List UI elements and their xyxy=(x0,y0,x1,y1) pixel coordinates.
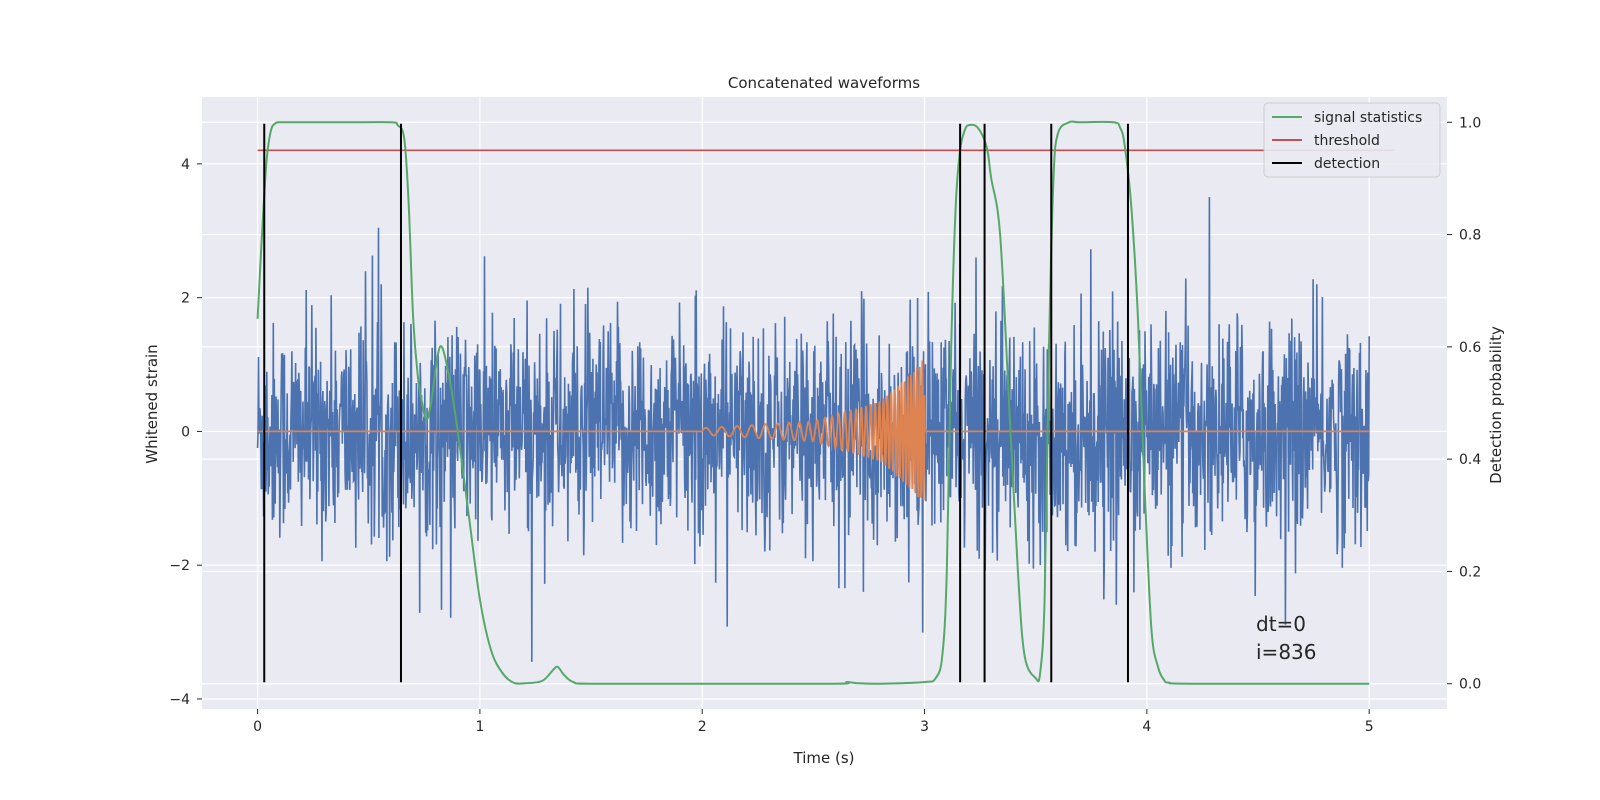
chart-title: Concatenated waveforms xyxy=(728,74,920,92)
left-y-tick-label: 2 xyxy=(181,291,190,307)
x-tick-label: 2 xyxy=(698,719,707,735)
chirp-series xyxy=(257,360,1370,501)
signal-statistics-line xyxy=(256,120,1370,685)
noise-series xyxy=(256,196,1370,662)
legend-label-detection: detection xyxy=(1314,156,1380,172)
right-y-tick-label: 1.0 xyxy=(1459,115,1481,131)
legend-box xyxy=(1263,102,1441,178)
x-axis-title: Time (s) xyxy=(793,749,855,767)
right-y-tick-label: 0.0 xyxy=(1459,677,1481,693)
x-tick-label: 1 xyxy=(475,719,484,735)
x-tick-label: 4 xyxy=(1142,719,1151,735)
right-y-tick-label: 0.6 xyxy=(1459,340,1481,356)
x-axis-ticks: 0 1 2 3 4 5 xyxy=(253,709,1374,735)
right-y-tick-label: 0.8 xyxy=(1459,228,1481,244)
legend: signal statistics threshold detection xyxy=(1263,102,1441,178)
annotation-dt: dt=0 xyxy=(1256,612,1306,636)
x-tick-label: 0 xyxy=(253,719,262,735)
x-tick-label: 3 xyxy=(920,719,929,735)
legend-label-signal-statistics: signal statistics xyxy=(1314,110,1422,126)
right-y-axis-ticks: 0.0 0.2 0.4 0.6 0.8 1.0 xyxy=(1447,115,1481,693)
left-y-tick-label: −4 xyxy=(169,692,190,708)
left-y-tick-label: 0 xyxy=(181,424,190,440)
detection-series xyxy=(263,123,1129,683)
signal-statistics-series xyxy=(256,120,1370,685)
x-tick-label: 5 xyxy=(1365,719,1374,735)
left-y-axis-ticks: −4 −2 0 2 4 xyxy=(169,157,202,708)
left-y-tick-label: 4 xyxy=(181,157,190,173)
right-y-tick-label: 0.4 xyxy=(1459,452,1481,468)
noise-line xyxy=(256,196,1370,662)
chirp-line xyxy=(257,360,1370,501)
right-y-tick-label: 0.2 xyxy=(1459,564,1481,580)
left-y-tick-label: −2 xyxy=(169,558,190,574)
annotation-i: i=836 xyxy=(1256,640,1317,664)
legend-label-threshold: threshold xyxy=(1314,133,1380,149)
left-y-axis-title: Whitened strain xyxy=(143,344,161,463)
right-y-axis-title: Detection probability xyxy=(1487,326,1505,484)
